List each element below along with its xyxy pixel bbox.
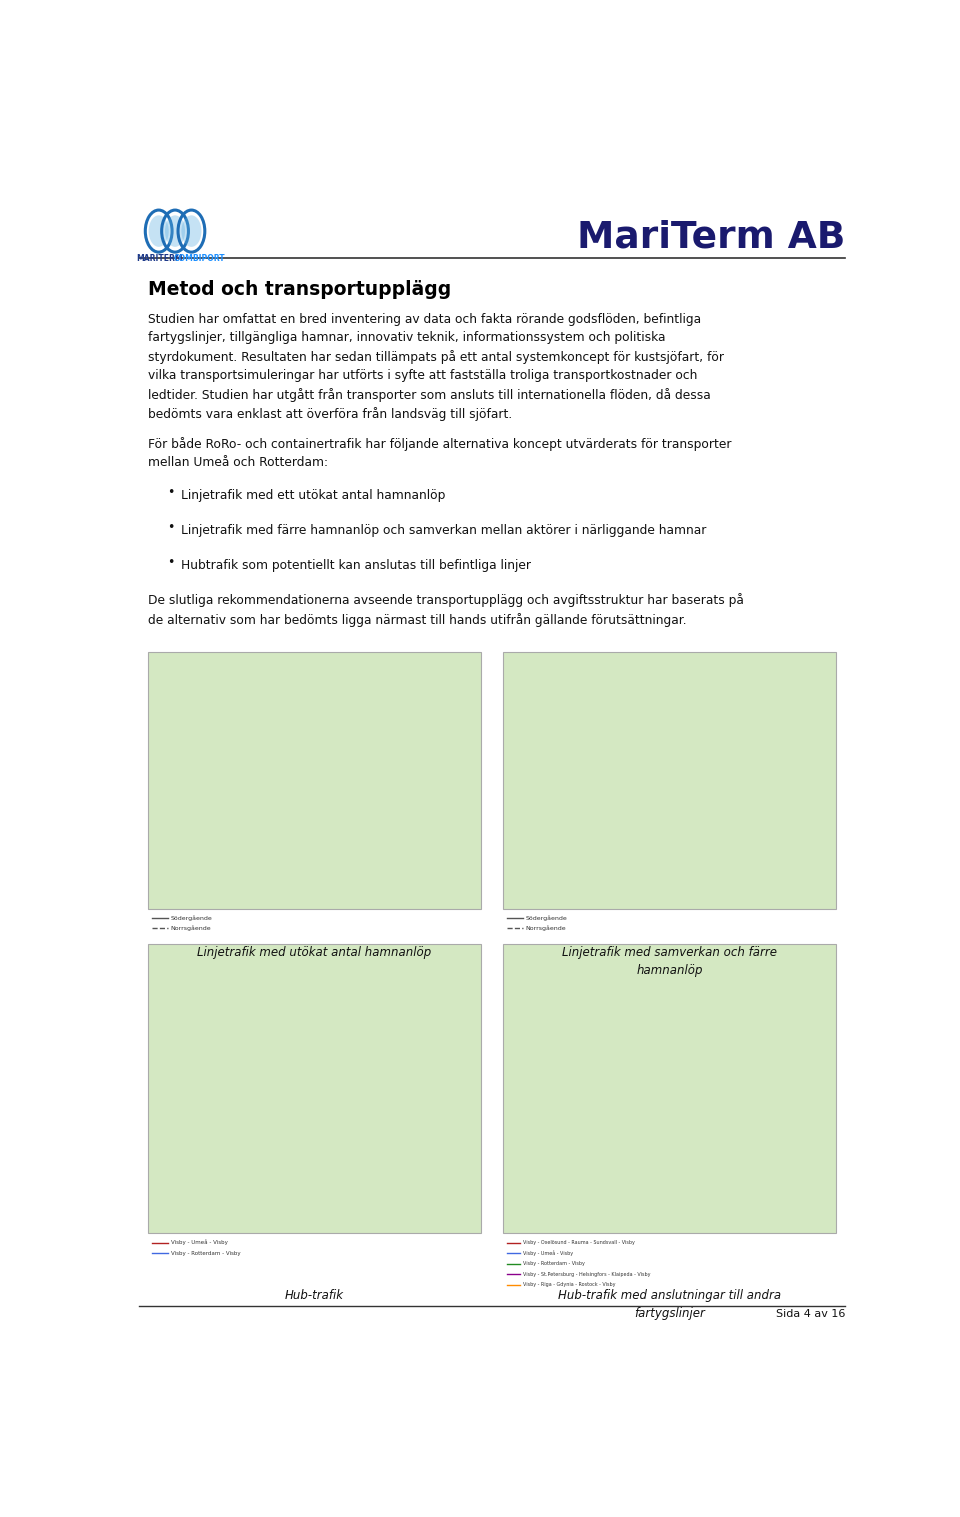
Text: Visby - Oxelösund - Rauma - Sundsvall - Visby: Visby - Oxelösund - Rauma - Sundsvall - … [522, 1241, 635, 1245]
Text: Norrsgående: Norrsgående [525, 925, 566, 931]
Text: Hub-trafik: Hub-trafik [285, 1289, 344, 1303]
Text: Södergående: Södergående [171, 915, 212, 921]
Text: Linjetrafik med färre hamnanlöp och samverkan mellan aktörer i närliggande hamna: Linjetrafik med färre hamnanlöp och samv… [181, 525, 707, 537]
Text: •: • [167, 485, 175, 499]
Text: Södergående: Södergående [525, 915, 567, 921]
Text: Visby - St.Petersburg - Helsingfors - Klaipeda - Visby: Visby - St.Petersburg - Helsingfors - Kl… [522, 1271, 650, 1277]
Text: Hubtrafik som potentiellt kan anslutas till befintliga linjer: Hubtrafik som potentiellt kan anslutas t… [181, 560, 531, 572]
Text: •: • [167, 520, 175, 534]
Bar [503, 944, 836, 1233]
Bar [148, 944, 481, 1233]
Text: •: • [167, 555, 175, 569]
Text: Linjetrafik med ett utökat antal hamnanlöp: Linjetrafik med ett utökat antal hamnanl… [181, 490, 445, 502]
Text: Visby - Rotterdam - Visby: Visby - Rotterdam - Visby [522, 1261, 585, 1267]
Text: Visby - Rotterdam - Visby: Visby - Rotterdam - Visby [171, 1250, 240, 1256]
Text: Studien har omfattat en bred inventering av data och fakta rörande godsflöden, b: Studien har omfattat en bred inventering… [148, 313, 724, 422]
Text: Sida 4 av 16: Sida 4 av 16 [776, 1309, 846, 1320]
Text: För både RoRo- och containertrafik har följande alternativa koncept utvärderats : För både RoRo- och containertrafik har f… [148, 437, 732, 469]
Text: Linjetrafik med samverkan och färre
hamnanlöp: Linjetrafik med samverkan och färre hamn… [562, 947, 777, 977]
Text: MariTerm AB: MariTerm AB [577, 220, 846, 255]
Text: COMBIPORT: COMBIPORT [174, 255, 226, 264]
Circle shape [181, 215, 202, 247]
Bar [148, 652, 481, 909]
Circle shape [149, 215, 169, 247]
Text: Visby - Umeå - Visby: Visby - Umeå - Visby [522, 1250, 572, 1256]
Text: Visby - Umeå - Visby: Visby - Umeå - Visby [171, 1239, 228, 1245]
Text: Visby - Riga - Gdynia - Rostock - Visby: Visby - Riga - Gdynia - Rostock - Visby [522, 1282, 615, 1288]
Text: Hub-trafik med anslutningar till andra
fartygslinjer: Hub-trafik med anslutningar till andra f… [558, 1289, 781, 1320]
Circle shape [165, 215, 185, 247]
Text: MARITERM: MARITERM [136, 255, 183, 264]
Text: De slutliga rekommendationerna avseende transportupplägg och avgiftsstruktur har: De slutliga rekommendationerna avseende … [148, 593, 744, 627]
Text: Norrsgående: Norrsgående [171, 925, 211, 931]
Text: Linjetrafik med utökat antal hamnanlöp: Linjetrafik med utökat antal hamnanlöp [198, 947, 432, 959]
Text: Metod och transportupplägg: Metod och transportupplägg [148, 281, 451, 299]
Bar [503, 652, 836, 909]
